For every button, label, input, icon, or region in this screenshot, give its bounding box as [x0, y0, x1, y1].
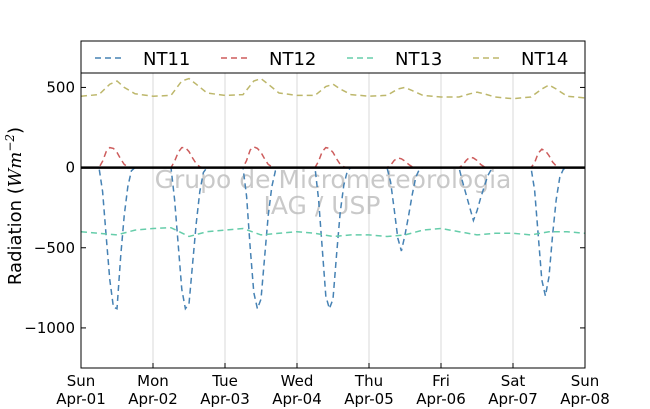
- x-tick-label-day: Mon: [137, 372, 169, 390]
- legend-box: [80, 40, 586, 74]
- watermark-line-2: IAG / USP: [264, 191, 381, 220]
- y-tick-label: 0: [65, 159, 75, 177]
- legend-label-nt11: NT11: [143, 49, 190, 70]
- y-tick-label: 500: [46, 78, 75, 96]
- x-tick-label-day: Tue: [211, 372, 238, 390]
- y-axis-label-unit: Wm: [5, 152, 26, 188]
- x-tick-label-day: Wed: [281, 372, 314, 390]
- x-tick-label-date: Apr-05: [344, 390, 394, 408]
- x-tick-label-date: Apr-04: [272, 390, 322, 408]
- y-tick-label: −1000: [24, 319, 75, 337]
- y-axis-label-main: Radiation (: [5, 187, 26, 285]
- y-axis-label: Radiation (Wm−2): [3, 127, 26, 285]
- x-tick-label-day: Sun: [571, 372, 600, 390]
- legend-label-nt14: NT14: [521, 49, 568, 70]
- x-tick-label-day: Sat: [501, 372, 526, 390]
- y-axis-label-close: ): [5, 127, 26, 134]
- x-tick-label-date: Apr-06: [416, 390, 466, 408]
- watermark: Grupo de Micrometeorologia IAG / USP: [155, 165, 512, 220]
- x-tick-label-date: Apr-03: [200, 390, 250, 408]
- axis-ticks: 5000−500−1000SunApr-01MonApr-02TueApr-03…: [24, 78, 610, 408]
- vertical-grid: [152, 73, 514, 368]
- x-tick-label-date: Apr-01: [56, 390, 106, 408]
- x-tick-label-day: Thu: [354, 372, 383, 390]
- x-tick-label-date: Apr-02: [128, 390, 178, 408]
- y-tick-label: −500: [34, 239, 75, 257]
- x-tick-label-date: Apr-08: [560, 390, 610, 408]
- legend: NT11 NT12 NT13 NT14: [80, 40, 586, 74]
- legend-label-nt12: NT12: [269, 49, 316, 70]
- x-tick-label-date: Apr-07: [488, 390, 538, 408]
- x-tick-label-day: Sun: [67, 372, 96, 390]
- y-axis-label-exponent: −2: [3, 134, 17, 152]
- legend-label-nt13: NT13: [395, 49, 442, 70]
- x-tick-label-day: Fri: [432, 372, 450, 390]
- series-line-nt11: [81, 166, 585, 312]
- watermark-line-1: Grupo de Micrometeorologia: [155, 165, 512, 194]
- series-line-nt13: [80, 226, 586, 238]
